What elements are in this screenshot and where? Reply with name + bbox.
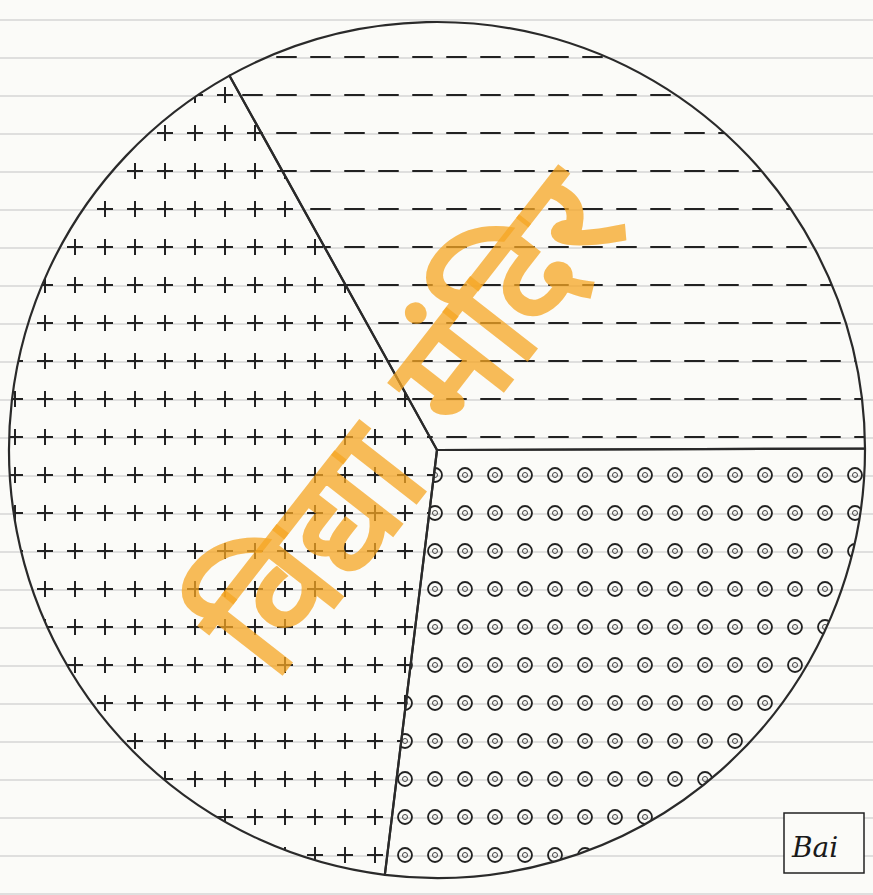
ruled-line (0, 19, 873, 20)
watermark: विद्या मंदिर (163, 138, 661, 707)
pie (9, 22, 865, 878)
legend-box: Bai (784, 813, 864, 873)
paper-lines (0, 20, 873, 894)
ruled-line (0, 893, 873, 894)
page: Bai विद्या मंदिर (0, 0, 873, 895)
legend-frame (784, 813, 864, 873)
pie-slice (385, 449, 865, 878)
legend-text: Bai (791, 831, 838, 864)
chart: Bai विद्या मंदिर (0, 0, 873, 895)
